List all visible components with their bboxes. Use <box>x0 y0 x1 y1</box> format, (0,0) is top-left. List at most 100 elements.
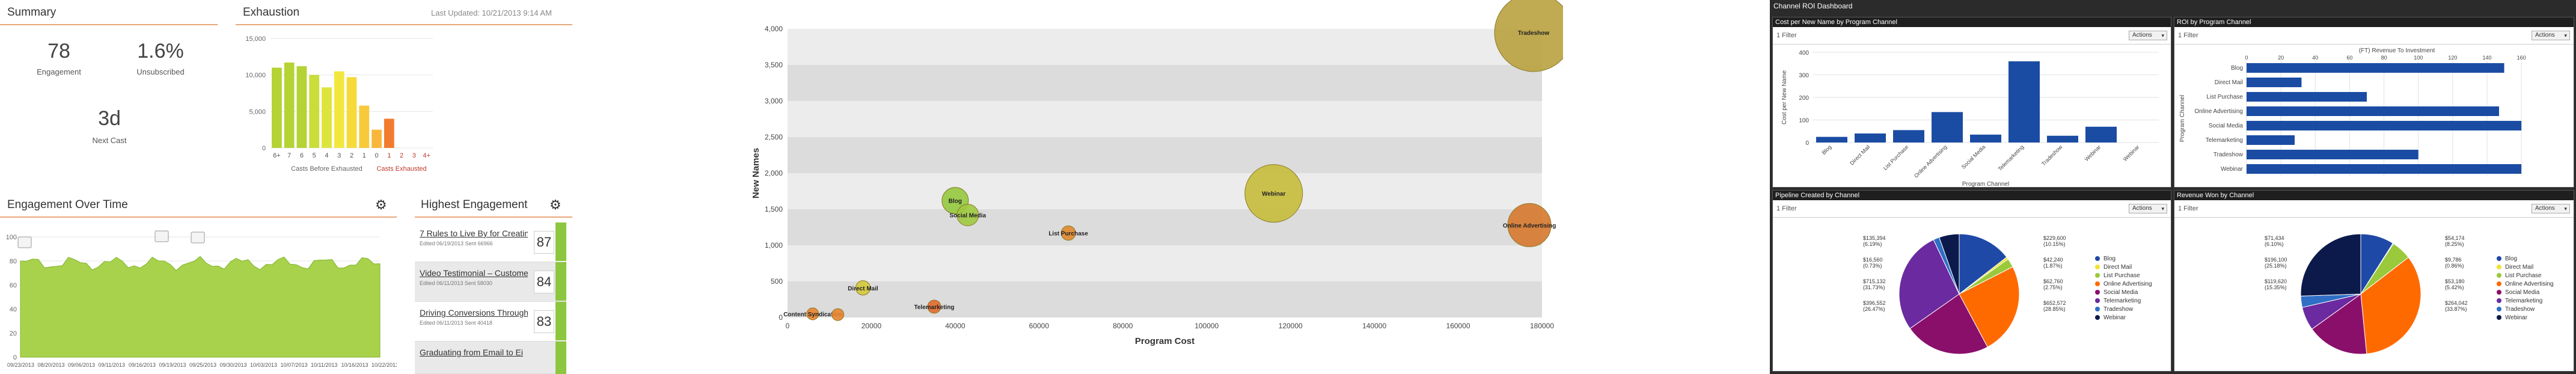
list-item[interactable]: Graduating from Email to Ei <box>415 342 566 374</box>
next-cast-stat: 3d <box>98 107 121 130</box>
gear-icon[interactable]: ⚙ <box>549 197 561 212</box>
x-tick-label: 60000 <box>1029 322 1050 330</box>
list-item[interactable]: Video Testimonial – Custome Edited 06/11… <box>415 262 566 302</box>
pie-value-label: $135,394 <box>1863 235 1886 241</box>
pie-slice <box>1898 239 1960 330</box>
x-tick-label: 140000 <box>1362 322 1386 330</box>
bubble-point <box>831 308 845 321</box>
y-tick-label: 200 <box>1799 95 1809 102</box>
y-tick-label: Online Advertising <box>2194 108 2243 115</box>
filter-link[interactable]: 1 Filter <box>1776 32 1797 39</box>
y-tick-label: 60 <box>10 282 17 289</box>
actions-dropdown[interactable]: Actions <box>2129 31 2167 40</box>
list-item-title[interactable]: Driving Conversions Through <box>420 308 528 317</box>
x-tick-label: 10/07/2013 <box>281 362 308 368</box>
y-tick-label: Webinar <box>2221 166 2244 173</box>
plot-band <box>788 29 1542 65</box>
plot-band <box>788 245 1542 281</box>
legend-swatch <box>2095 281 2100 286</box>
x-tick-label: 1 <box>387 152 391 159</box>
pie-slice <box>1959 233 2007 295</box>
pie-percent-label: (25.18%) <box>2265 263 2287 269</box>
actions-dropdown[interactable]: Actions <box>2532 204 2570 213</box>
legend-label: Blog <box>2505 256 2517 262</box>
legend-swatch <box>2095 273 2100 278</box>
filter-link[interactable]: 1 Filter <box>1776 205 1797 212</box>
pipeline-pie-chart: $229,600(10.15%) $42,240(1.87%) $62,760(2.… <box>1863 233 2152 355</box>
gear-icon[interactable]: ⚙ <box>375 197 387 212</box>
pie-percent-label: (6.19%) <box>1863 241 1882 247</box>
legend-label: Webinar <box>2505 314 2528 321</box>
x-tick-label: 180000 <box>1530 322 1554 330</box>
bar <box>384 118 394 148</box>
x-tick-label: 100 <box>2414 55 2423 61</box>
summary-title: Summary <box>7 6 57 19</box>
y-axis-label: New Names <box>751 148 761 198</box>
score-bar <box>555 342 566 374</box>
pie-percent-label: (2.75%) <box>2043 284 2063 290</box>
bar <box>2247 106 2499 116</box>
x-tick-label: 4 <box>325 152 328 159</box>
y-tick-label: Blog <box>2231 65 2243 72</box>
actions-dropdown[interactable]: Actions <box>2129 204 2167 213</box>
pie-value-label: $396,552 <box>1863 300 1886 306</box>
list-item[interactable]: 7 Rules to Live By for Creatin Edited 06… <box>415 222 566 262</box>
pie-percent-label: (33.87%) <box>2445 306 2467 312</box>
actions-dropdown[interactable]: Actions <box>2532 31 2570 40</box>
y-tick-label: 4,000 <box>765 25 783 33</box>
x-tick-label: 6 <box>300 152 304 159</box>
pie-slice <box>1909 293 1988 355</box>
pie-value-label: $715,132 <box>1863 278 1886 284</box>
x-tick-label: Social Media <box>1960 144 1987 170</box>
list-item-title[interactable]: Video Testimonial – Custome <box>420 268 528 278</box>
legend-swatch <box>2497 315 2501 320</box>
x-tick-label: 160 <box>2517 55 2526 61</box>
bar <box>372 129 382 148</box>
y-tick-label: 0 <box>779 313 783 322</box>
legend-label: Blog <box>2103 256 2116 262</box>
pie-percent-label: (0.73%) <box>1863 263 1882 269</box>
unsubscribed-stat-label: Unsubscribed <box>136 67 185 76</box>
bar <box>284 63 295 148</box>
filter-link[interactable]: 1 Filter <box>2178 205 2198 212</box>
bubble-point <box>1244 164 1303 223</box>
bubble-chart: 4,000 3,500 3,000 2,500 2,000 1,500 1,000 500 00… <box>751 0 1563 346</box>
roi-dashboard: Channel ROI Dashboard Cost per New Name … <box>1770 0 2576 374</box>
exhaustion-panel: Exhaustion Last Updated: 10/21/2013 9:14… <box>236 0 572 180</box>
pie-percent-label: (28.85%) <box>2043 306 2066 312</box>
bubble-label: Content Syndication <box>783 311 842 318</box>
bubble-label: Direct Mail <box>848 286 878 292</box>
plot-band <box>788 173 1542 209</box>
y-axis-label: Cost per New Name <box>1781 70 1788 124</box>
pie-value-label: $53,180 <box>2445 278 2465 284</box>
legend-swatch <box>2095 315 2100 320</box>
x-tick-label: 160000 <box>1446 322 1470 330</box>
email-marker-icon <box>154 230 169 242</box>
list-item[interactable]: Driving Conversions Through Edited 06/11… <box>415 302 566 342</box>
score-bar <box>555 222 566 261</box>
cost-per-name-chart: 400 300 200 100 0 Blog Direct Mail List Purchas… <box>1781 50 2159 187</box>
list-item-title[interactable]: Graduating from Email to Ei <box>420 348 523 357</box>
pie-percent-label: (15.35%) <box>2265 284 2287 290</box>
x-tick-label: Telemarketing <box>1997 144 2025 172</box>
pie-slice <box>2300 233 2361 296</box>
summary-rule <box>0 24 218 25</box>
legend-label: Social Media <box>2505 289 2540 296</box>
bar <box>334 71 344 148</box>
pie-value-label: $9,786 <box>2445 257 2462 263</box>
x-tick-label: 09/06/2013 <box>68 362 95 368</box>
exhaustion-rule <box>236 24 572 25</box>
x-tick-label: 2 <box>400 152 403 159</box>
unsubscribed-stat: 1.6% <box>137 40 184 63</box>
cost-per-name-panel: Cost per New Name by Program Channel 1 F… <box>1772 17 2171 188</box>
y-tick-label: 80 <box>10 258 17 265</box>
filter-link[interactable]: 1 Filter <box>2178 32 2198 39</box>
bubble-label: List Purchase <box>1048 231 1088 238</box>
plot-band <box>788 281 1542 317</box>
list-item-title[interactable]: 7 Rules to Live By for Creatin <box>420 228 528 238</box>
bar <box>296 66 307 149</box>
x-tick-label: 10/11/2013 <box>311 362 337 368</box>
x-axis-label: Program Cost <box>1135 336 1195 346</box>
bar <box>322 87 332 148</box>
legend-label: Online Advertising <box>2505 281 2554 287</box>
